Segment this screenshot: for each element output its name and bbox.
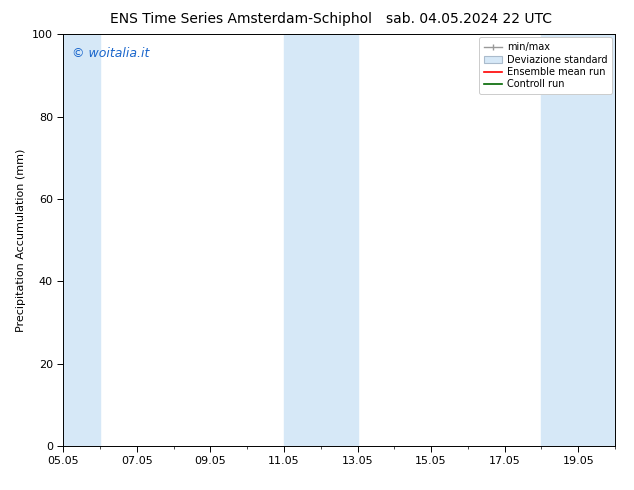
Bar [63, 34, 100, 446]
Text: sab. 04.05.2024 22 UTC: sab. 04.05.2024 22 UTC [386, 12, 552, 26]
Text: ENS Time Series Amsterdam-Schiphol: ENS Time Series Amsterdam-Schiphol [110, 12, 372, 26]
Legend: min/max, Deviazione standard, Ensemble mean run, Controll run: min/max, Deviazione standard, Ensemble m… [479, 37, 612, 94]
Text: © woitalia.it: © woitalia.it [72, 47, 149, 60]
Y-axis label: Precipitation Accumulation (mm): Precipitation Accumulation (mm) [16, 148, 27, 332]
Bar [541, 34, 615, 446]
Bar [284, 34, 358, 446]
